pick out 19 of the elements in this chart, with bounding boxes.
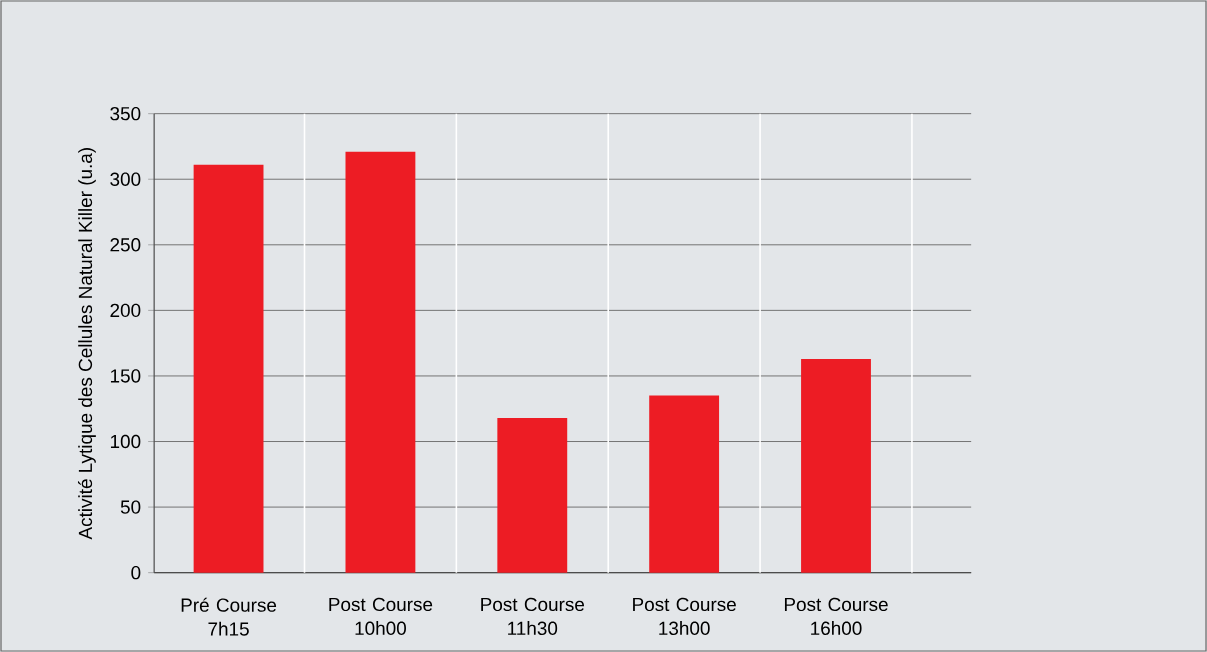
bar <box>649 395 720 573</box>
bar <box>497 417 568 573</box>
y-tick-label: 150 <box>110 369 141 383</box>
y-tick-label: 350 <box>110 106 141 121</box>
y-tick-label: 0 <box>131 565 141 580</box>
x-tick-label: Post Course 16h00 <box>784 597 888 636</box>
x-tick-label: Post Course 13h00 <box>633 597 736 636</box>
y-axis-title: Activité Lytique des Cellules Natural Killer (u.a) <box>77 148 96 540</box>
x-tick-label: Pré Course 7h15 <box>181 597 277 636</box>
x-tick-label: Post Course 10h00 <box>329 597 433 636</box>
y-tick-label: 300 <box>110 172 141 186</box>
bar <box>193 164 264 573</box>
bar <box>801 358 871 573</box>
y-tick-label: 50 <box>120 500 141 514</box>
y-tick-label: 100 <box>110 434 141 449</box>
bar <box>345 151 416 573</box>
x-tick-label: Post Course 11h30 <box>481 597 585 636</box>
y-tick-label: 250 <box>110 238 141 252</box>
y-tick-label: 200 <box>110 303 141 318</box>
